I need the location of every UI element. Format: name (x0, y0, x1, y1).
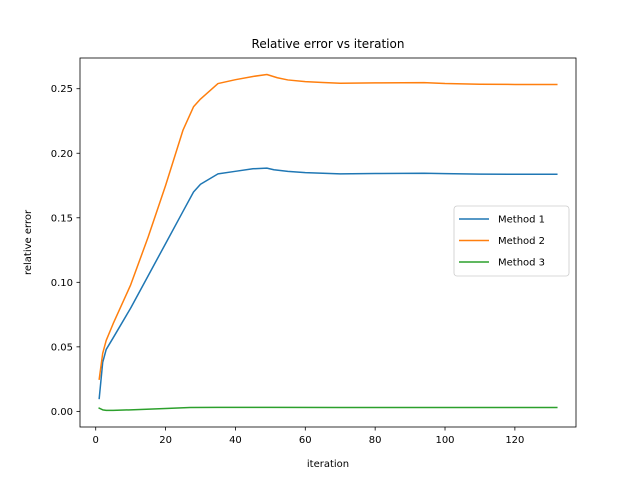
x-tick-label: 20 (159, 435, 172, 446)
x-tick-label: 40 (229, 435, 242, 446)
y-tick-label: 0.15 (51, 213, 73, 224)
x-tick-label: 120 (505, 435, 524, 446)
plot-frame (79, 57, 577, 428)
y-axis-label: relative error (23, 209, 34, 275)
y-tick-label: 0.10 (51, 278, 73, 289)
x-tick-label: 80 (369, 435, 382, 446)
y-tick-label: 0.00 (51, 407, 73, 418)
x-axis-label: iteration (307, 459, 349, 470)
y-tick-label: 0.20 (51, 149, 73, 160)
x-axis-ticks: 0 20 40 60 80 100 120 (93, 427, 524, 446)
legend-label-method-2: Method 2 (498, 236, 545, 247)
legend-box (453, 205, 570, 277)
series-line-method-1 (98, 167, 558, 400)
legend-entries: Method 1 Method 2 Method 3 (459, 215, 545, 269)
legend-label-method-1: Method 1 (498, 215, 545, 226)
y-tick-label: 0.25 (51, 84, 73, 95)
x-tick-label: 60 (299, 435, 312, 446)
chart-title: Relative error vs iteration (252, 37, 405, 51)
legend-label-method-3: Method 3 (498, 258, 545, 269)
plot-lines (98, 73, 558, 412)
legend: Method 1 Method 2 Method 3 (453, 205, 570, 277)
y-axis-ticks: 0.00 0.05 0.10 0.15 0.20 0.25 (51, 84, 80, 418)
series-line-method-2 (98, 73, 558, 380)
x-tick-label: 0 (93, 435, 99, 446)
x-tick-label: 100 (435, 435, 454, 446)
y-tick-label: 0.05 (51, 342, 73, 353)
series-line-method-3 (98, 406, 558, 412)
